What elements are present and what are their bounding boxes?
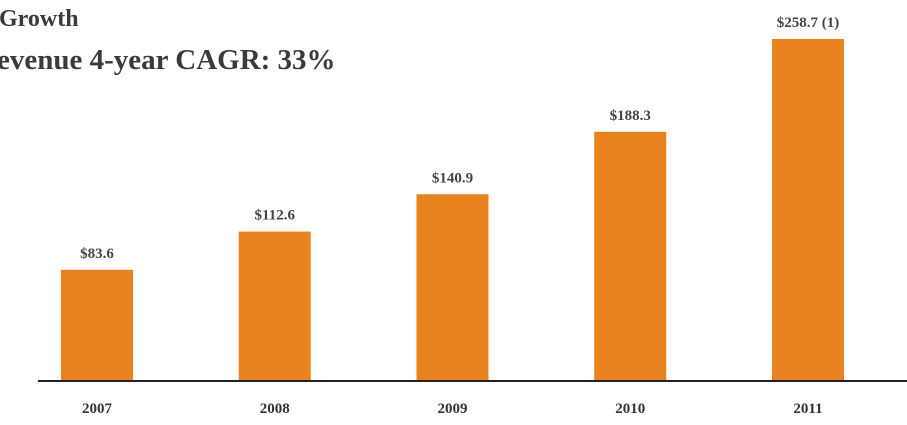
value-label: $188.3: [610, 108, 651, 124]
bar: [416, 194, 489, 380]
value-label: $83.6: [80, 246, 114, 262]
x-tick-label: 2010: [615, 401, 645, 417]
value-label: $112.6: [255, 208, 296, 224]
x-tick-label: 2011: [793, 401, 822, 417]
x-tick-label: 2009: [438, 401, 468, 417]
bar: [594, 131, 667, 380]
bar: [61, 269, 133, 380]
bar: [238, 231, 311, 380]
value-label: $258.7 (1): [777, 15, 840, 31]
chart-subtitle: evenue 4-year CAGR: 33%: [0, 44, 336, 76]
x-tick-label: 2008: [260, 401, 290, 417]
x-tick-label: 2007: [82, 401, 113, 417]
bar: [772, 39, 844, 380]
chart-title: Growth: [0, 6, 79, 32]
value-label: $140.9: [432, 170, 473, 186]
